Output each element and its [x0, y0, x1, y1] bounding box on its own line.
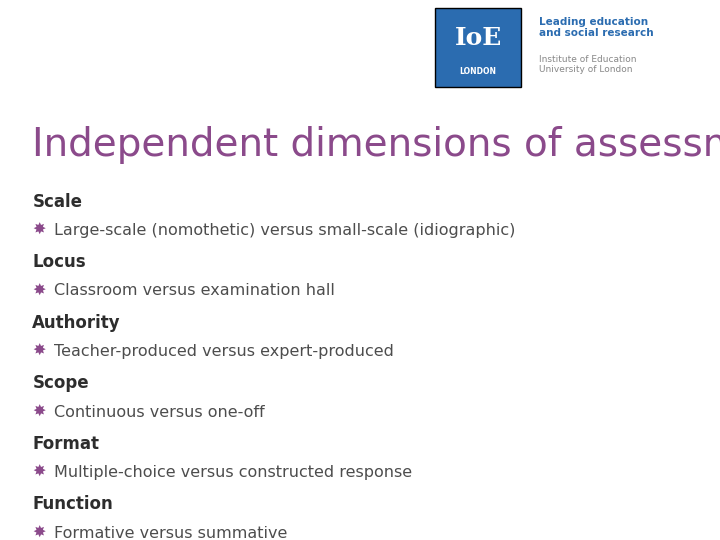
Text: Scope: Scope: [32, 374, 89, 392]
Text: ✸: ✸: [32, 465, 46, 480]
Text: Formative versus summative: Formative versus summative: [54, 526, 287, 540]
Text: Independent dimensions of assessment: Independent dimensions of assessment: [32, 126, 720, 164]
Text: Function: Function: [32, 496, 113, 514]
Text: ✸: ✸: [32, 223, 46, 238]
Text: ✸: ✸: [32, 344, 46, 359]
Text: IoE: IoE: [454, 26, 502, 50]
Text: Authority: Authority: [32, 314, 121, 332]
Text: Locus: Locus: [32, 253, 86, 271]
Text: LONDON: LONDON: [459, 66, 497, 76]
Text: ✸: ✸: [32, 404, 46, 420]
Text: Multiple-choice versus constructed response: Multiple-choice versus constructed respo…: [54, 465, 412, 480]
FancyBboxPatch shape: [435, 8, 521, 87]
Text: Leading education
and social research: Leading education and social research: [539, 17, 653, 38]
Text: Continuous versus one-off: Continuous versus one-off: [54, 404, 265, 420]
Text: ✸: ✸: [32, 526, 46, 540]
Text: Teacher-produced versus expert-produced: Teacher-produced versus expert-produced: [54, 344, 394, 359]
Text: Scale: Scale: [32, 192, 82, 211]
Text: Classroom versus examination hall: Classroom versus examination hall: [54, 284, 335, 299]
Text: Institute of Education
University of London: Institute of Education University of Lon…: [539, 55, 636, 75]
Text: Large-scale (nomothetic) versus small-scale (idiographic): Large-scale (nomothetic) versus small-sc…: [54, 223, 516, 238]
Text: ✸: ✸: [32, 284, 46, 299]
Text: Format: Format: [32, 435, 99, 453]
